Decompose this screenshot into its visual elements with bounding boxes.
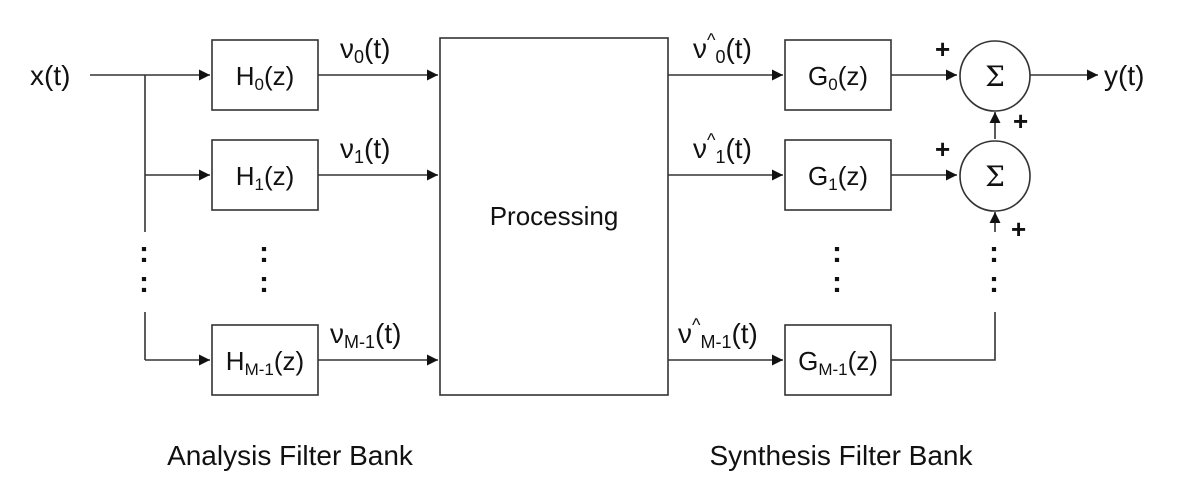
synthesis-filter-m1-label: GM-1(z) (798, 346, 878, 379)
adder-ellipsis-upper: : (989, 236, 999, 269)
adder-0-sign-left: + (935, 34, 950, 64)
analysis-filter-0-label: H0(z) (236, 61, 295, 94)
output-label: y(t) (1104, 60, 1144, 91)
summing-junction-1 (959, 140, 1031, 212)
synthesis-ellipsis-lower: : (832, 266, 842, 299)
last-branch-wire (891, 312, 996, 361)
analysis-signal-1: ν1(t) (340, 133, 390, 167)
input-label: x(t) (30, 60, 70, 91)
adder-0-sign-bottom: + (1013, 106, 1028, 136)
processing-block (439, 37, 669, 396)
trunk-ellipsis-lower: : (139, 266, 149, 299)
synthesis-filter-box-1 (784, 139, 892, 211)
synthesis-ellipsis-upper: : (832, 236, 842, 269)
analysis-signal-0: ν0(t) (340, 33, 390, 67)
synthesis-signal-1: ν^1(t) (693, 130, 752, 167)
processing-label: Processing (490, 201, 619, 231)
synthesis-caption: Synthesis Filter Bank (710, 440, 974, 471)
adder-ellipsis-lower: : (989, 266, 999, 299)
synthesis-filter-box-0 (784, 39, 892, 111)
synthesis-filter-0-label: G0(z) (808, 61, 868, 94)
analysis-caption: Analysis Filter Bank (167, 440, 414, 471)
adder-1-sign-left: + (935, 134, 950, 164)
summing-symbol-0: Σ (985, 60, 1005, 93)
synthesis-filter-1-label: G1(z) (808, 161, 868, 194)
synthesis-filter-box-m1 (784, 324, 892, 396)
analysis-signal-m1: νM-1(t) (330, 318, 401, 352)
analysis-ellipsis-upper: : (259, 236, 269, 269)
synthesis-signal-m1: ν^M-1(t) (678, 315, 758, 352)
analysis-ellipsis-lower: : (259, 266, 269, 299)
summing-symbol-1: Σ (985, 160, 1005, 193)
trunk-ellipsis-upper: : (139, 236, 149, 269)
analysis-filter-m1-label: HM-1(z) (226, 346, 304, 379)
adder-1-sign-bottom: + (1011, 214, 1026, 244)
analysis-filter-box-0 (211, 39, 319, 111)
synthesis-signal-0: ν^0(t) (693, 30, 752, 67)
summing-junction-0 (959, 40, 1031, 112)
analysis-filter-1-label: H1(z) (236, 161, 295, 194)
